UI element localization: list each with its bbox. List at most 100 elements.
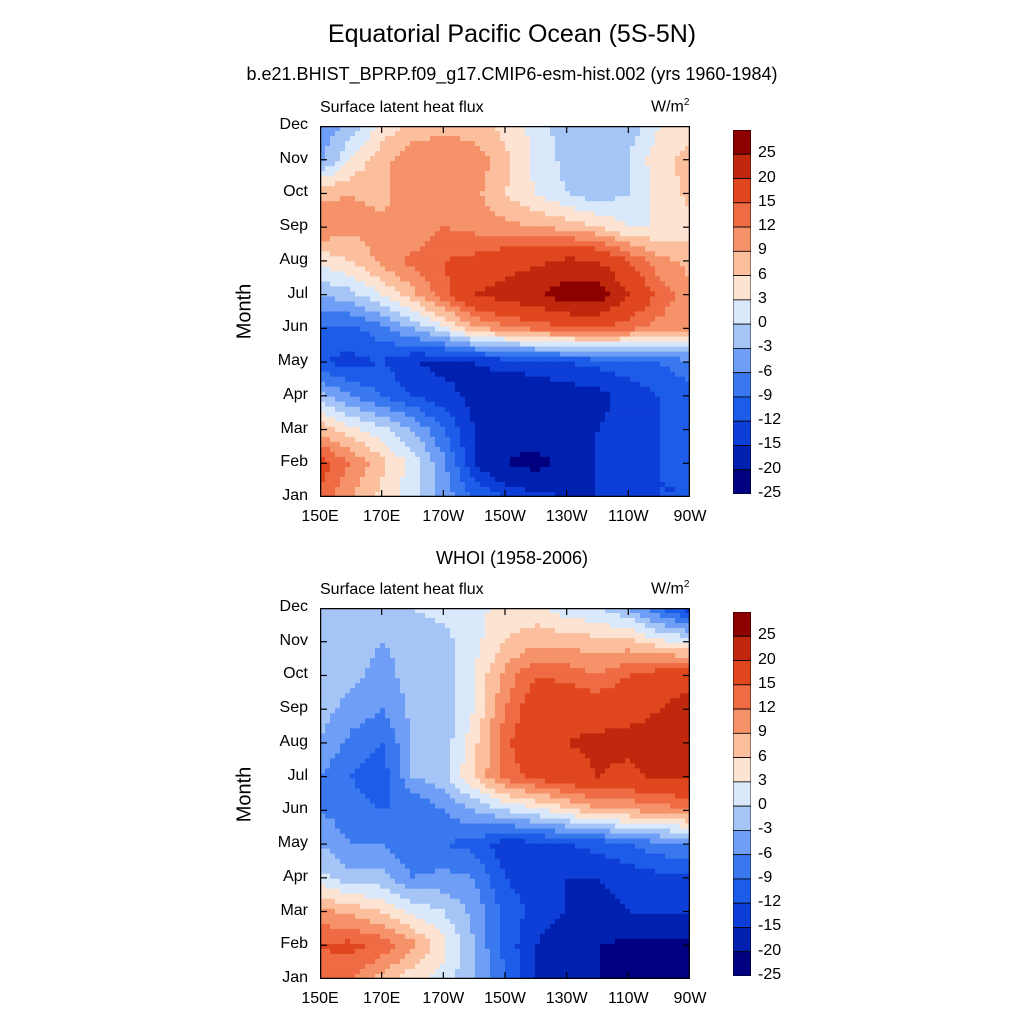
heatmap-cell [375, 271, 381, 277]
heatmap-cell [340, 176, 346, 182]
heatmap-cell [380, 341, 386, 348]
heatmap-cell [555, 251, 561, 257]
heatmap-cell [490, 166, 496, 172]
heatmap-cell [530, 141, 536, 147]
heatmap-cell [475, 341, 481, 348]
heatmap-cell [475, 461, 481, 468]
heatmap-cell [610, 196, 616, 202]
heatmap-cell [600, 371, 606, 378]
heatmap-cell [560, 141, 566, 147]
heatmap-cell [465, 446, 471, 453]
heatmap-cell [325, 441, 331, 448]
heatmap-cell [595, 216, 601, 222]
heatmap-cell [535, 181, 541, 187]
heatmap-cell [420, 221, 426, 227]
heatmap-cell [645, 236, 651, 242]
heatmap-cell [455, 266, 461, 272]
heatmap-cell [650, 416, 656, 423]
heatmap-cell [610, 211, 616, 217]
heatmap-cell [360, 211, 366, 217]
heatmap-cell [655, 436, 661, 443]
heatmap-cell [660, 151, 666, 157]
heatmap-cell [610, 131, 616, 137]
heatmap-cell [660, 156, 666, 162]
heatmap-cell [395, 406, 401, 413]
heatmap-cell [440, 196, 446, 202]
heatmap-cell [540, 181, 546, 187]
heatmap-cell [535, 266, 541, 272]
heatmap-cell [415, 341, 421, 348]
heatmap-cell [615, 396, 621, 403]
heatmap-cell [655, 306, 661, 313]
heatmap-cell [615, 176, 621, 182]
heatmap-cell [375, 141, 381, 147]
heatmap-cell [520, 316, 526, 323]
heatmap-cell [465, 266, 471, 272]
heatmap-cell [540, 406, 546, 413]
heatmap-cell [375, 371, 381, 378]
heatmap-cell [615, 141, 621, 147]
heatmap-cell [440, 131, 446, 137]
heatmap-cell [360, 431, 366, 438]
heatmap-cell [375, 216, 381, 222]
heatmap-cell [350, 276, 356, 283]
heatmap-cell [605, 176, 611, 182]
heatmap-cell [550, 196, 556, 202]
heatmap-cell [540, 431, 546, 438]
heatmap-cell [415, 386, 421, 393]
heatmap-cell [335, 386, 341, 393]
heatmap-cell [685, 321, 690, 328]
heatmap-cell [490, 181, 496, 187]
heatmap-cell [620, 431, 626, 438]
heatmap-cell [345, 276, 351, 283]
heatmap-cell [605, 241, 611, 247]
heatmap-cell [485, 276, 491, 283]
heatmap-cell [625, 436, 631, 443]
heatmap-cell [495, 266, 501, 272]
heatmap-cell [365, 276, 371, 283]
heatmap-cell [660, 191, 666, 197]
heatmap-cell [575, 286, 581, 293]
heatmap-cell [440, 431, 446, 438]
heatmap-cell [415, 241, 421, 247]
heatmap-cell [585, 236, 591, 242]
heatmap-cell [485, 151, 491, 157]
heatmap-cell [515, 316, 521, 323]
heatmap-cell [545, 281, 551, 288]
heatmap-cell [490, 336, 496, 343]
heatmap-cell [625, 306, 631, 313]
heatmap-cell [545, 286, 551, 293]
heatmap-cell [345, 226, 351, 232]
heatmap-cell [440, 261, 446, 267]
heatmap-cell [440, 226, 446, 232]
heatmap-cell [565, 151, 571, 157]
heatmap-cell [660, 171, 666, 177]
heatmap-cell [660, 206, 666, 212]
heatmap-cell [350, 291, 356, 298]
heatmap-cell [665, 166, 671, 172]
heatmap-cell [525, 191, 531, 197]
heatmap-cell [440, 251, 446, 257]
heatmap-cell [565, 386, 571, 393]
heatmap-cell [330, 391, 336, 398]
heatmap-cell [620, 186, 626, 192]
heatmap-cell [665, 206, 671, 212]
heatmap-cell [325, 246, 331, 252]
heatmap-cell [380, 451, 386, 458]
heatmap-cell [320, 371, 326, 378]
heatmap-cell [495, 206, 501, 212]
heatmap-cell [330, 381, 336, 388]
heatmap-cell [430, 441, 436, 448]
heatmap-cell [485, 196, 491, 202]
heatmap-cell [465, 201, 471, 207]
heatmap-cell [370, 296, 376, 303]
heatmap-cell [380, 196, 386, 202]
heatmap-cell [390, 186, 396, 192]
heatmap-cell [440, 271, 446, 277]
heatmap-cell [415, 461, 421, 468]
heatmap-cell [515, 301, 521, 308]
heatmap-cell [420, 361, 426, 368]
heatmap-cell [510, 341, 516, 348]
heatmap-cell [575, 411, 581, 418]
heatmap-cell [595, 131, 601, 137]
